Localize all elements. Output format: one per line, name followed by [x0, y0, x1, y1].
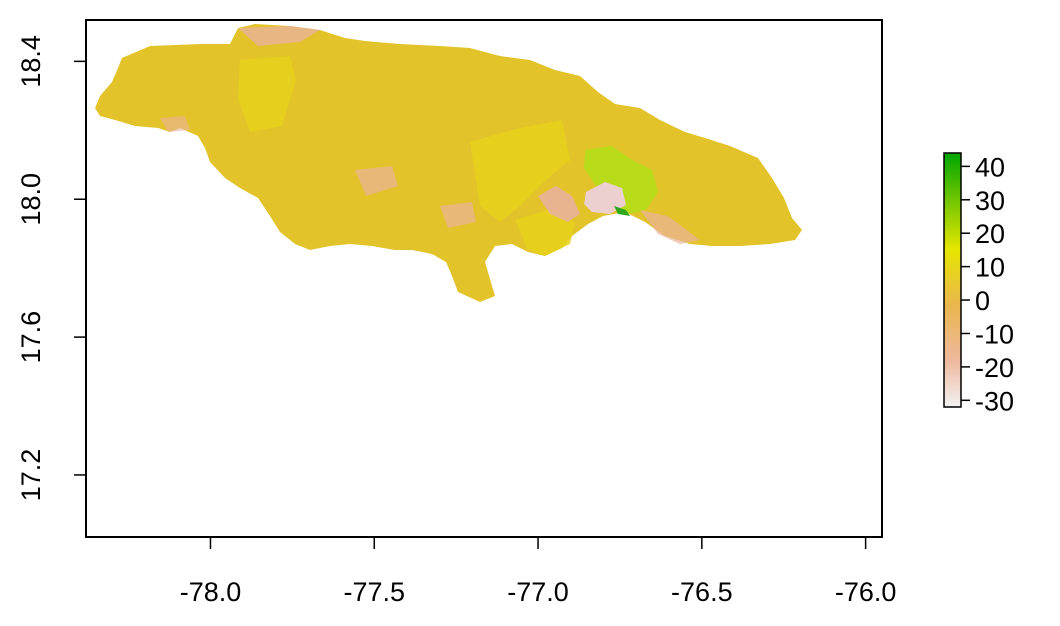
raster-pink-patch	[440, 202, 476, 228]
y-axis: 17.2 17.6 18.0 18.4	[16, 35, 87, 502]
x-tick-label: -77.5	[343, 577, 405, 607]
raster-yellow-patch	[470, 120, 570, 222]
legend-tick-label: 10	[975, 253, 1005, 283]
raster-light-patch	[584, 182, 626, 214]
x-axis: -78.0 -77.5 -77.0 -76.5 -76.0	[180, 536, 897, 607]
legend-tick-label: 30	[975, 186, 1005, 216]
legend-tick-label: 0	[975, 286, 990, 316]
raster-pink-patch	[538, 186, 580, 222]
y-tick-label: 18.4	[16, 35, 46, 88]
legend-colorbar	[943, 152, 962, 408]
raster-yellow-patch	[238, 56, 296, 132]
x-tick-label: -78.0	[180, 577, 242, 607]
raster-yellow-patch	[515, 210, 575, 256]
x-tick-label: -77.0	[507, 577, 569, 607]
legend-tick-label: 40	[975, 152, 1005, 182]
x-tick-label: -76.0	[835, 577, 897, 607]
legend-tick-label: -10	[975, 319, 1014, 349]
y-tick-label: 17.6	[16, 311, 46, 364]
y-tick-label: 18.0	[16, 173, 46, 226]
raster-dark-green-patch	[614, 206, 630, 216]
raster-pink-patch	[640, 210, 700, 244]
y-tick-label: 17.2	[16, 449, 46, 502]
x-tick-label: -76.5	[671, 577, 733, 607]
raster-layer	[95, 24, 802, 302]
legend-tick-label: 20	[975, 219, 1005, 249]
legend-tick-label: -30	[975, 386, 1014, 416]
island-raster	[95, 24, 802, 302]
raster-green-patch	[584, 146, 658, 214]
raster-pink-patch	[160, 116, 190, 132]
legend-tick-label: -20	[975, 353, 1014, 383]
raster-pink-patch	[238, 26, 320, 46]
raster-pink-patch	[355, 166, 398, 196]
